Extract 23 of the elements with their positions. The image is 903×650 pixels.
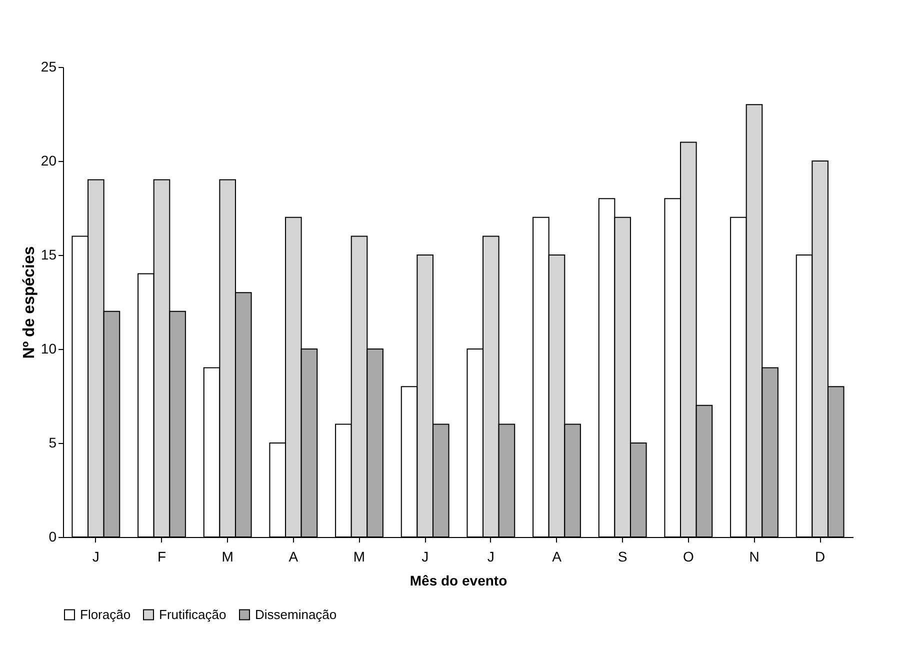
y-tick-label: 5	[48, 434, 57, 450]
y-tick-label: 0	[48, 528, 57, 544]
legend-label: Floração	[80, 606, 131, 622]
y-axis-title: Nº de espécies	[20, 246, 38, 359]
x-tick-label: M	[222, 548, 234, 564]
x-tick-label: A	[288, 548, 299, 564]
x-tick-label: D	[815, 548, 826, 564]
legend-label: Frutificação	[159, 606, 226, 622]
y-tick-label: 15	[40, 246, 57, 262]
x-tick-label: J	[487, 548, 494, 564]
x-tick-label: F	[157, 548, 166, 564]
x-tick-label: M	[353, 548, 366, 564]
x-tick-label: S	[618, 548, 628, 564]
x-tick-label: J	[422, 548, 429, 564]
y-tick-label: 25	[40, 58, 57, 74]
x-tick-label: J	[92, 548, 100, 564]
x-tick-label: N	[749, 548, 760, 564]
legend-label: Disseminação	[255, 606, 337, 622]
x-tick-label: O	[682, 548, 694, 564]
x-tick-label: A	[552, 548, 562, 564]
y-tick-label: 10	[40, 340, 57, 356]
y-tick-label: 20	[40, 152, 57, 168]
x-axis-title: Mês do evento	[410, 572, 508, 588]
